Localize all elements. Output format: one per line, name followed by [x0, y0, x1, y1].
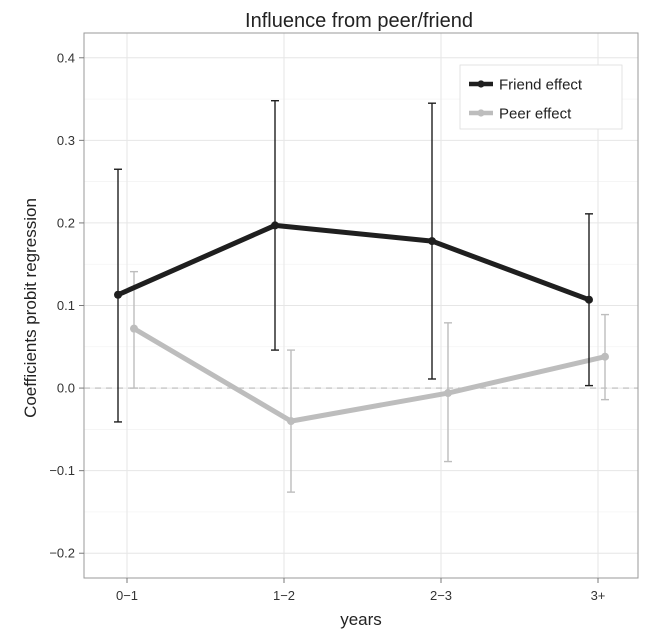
- y-tick-label: −0.1: [49, 463, 75, 478]
- series-1: [130, 270, 609, 493]
- legend-label: Friend effect: [499, 77, 583, 94]
- data-point: [601, 352, 609, 361]
- legend-item: Peer effect: [469, 106, 572, 123]
- y-tick-label: 0.0: [57, 381, 75, 396]
- axis-layer: −0.2 −0.1 0.0 0.1 0.2 0.3 0.4 0−1 1−2 2−3 3+: [49, 50, 605, 603]
- legend-swatch-point: [477, 80, 485, 88]
- series-line: [131, 326, 608, 424]
- legend-box: [459, 64, 623, 130]
- legend-swatch-point: [477, 109, 485, 117]
- x-axis-title: years: [340, 610, 382, 629]
- data-point: [287, 417, 295, 426]
- legend-label: Peer effect: [499, 106, 572, 123]
- legend-item: Friend effect: [469, 77, 583, 94]
- legend: Friend effect Peer effect: [459, 64, 623, 130]
- data-point: [444, 389, 452, 398]
- data-point: [428, 237, 436, 246]
- y-tick-label: −0.2: [49, 546, 75, 561]
- data-point: [130, 324, 138, 333]
- x-tick-label: 1−2: [273, 588, 295, 603]
- y-tick-label: 0.2: [57, 215, 75, 230]
- series-layer: [114, 100, 609, 493]
- x-tick-label: 3+: [591, 588, 606, 603]
- data-point: [114, 290, 122, 299]
- y-axis-title: Coefficients probit regression: [21, 198, 40, 418]
- y-tick-label: 0.4: [57, 50, 75, 65]
- y-tick-label: 0.3: [57, 133, 75, 148]
- series-line: [115, 222, 592, 303]
- data-point: [271, 221, 279, 230]
- x-tick-label: 2−3: [430, 588, 452, 603]
- series-0: [114, 100, 593, 423]
- x-tick-label: 0−1: [116, 588, 138, 603]
- y-tick-label: 0.1: [57, 298, 75, 313]
- chart-title: Influence from peer/friend: [245, 10, 473, 32]
- data-point: [585, 295, 593, 304]
